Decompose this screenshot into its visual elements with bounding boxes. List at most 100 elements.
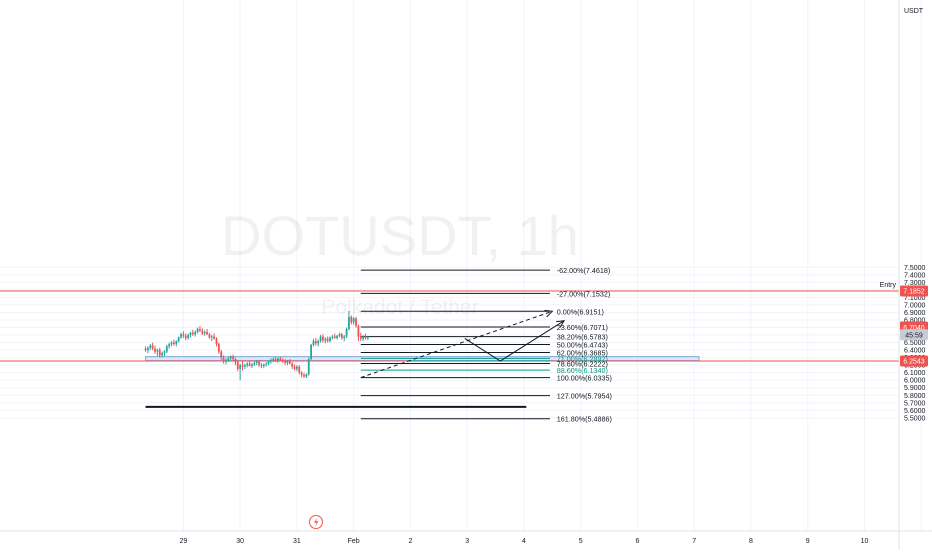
candle-body bbox=[163, 351, 166, 354]
candle-body bbox=[355, 318, 357, 326]
watermark-symbol: DOTUSDT, 1h bbox=[221, 204, 579, 267]
dashed-trend-arrow[interactable] bbox=[360, 310, 553, 379]
candle-body bbox=[144, 348, 147, 351]
candle-body bbox=[345, 328, 348, 337]
candle-body bbox=[251, 364, 253, 366]
candle-body bbox=[288, 361, 291, 364]
candle-body bbox=[350, 316, 353, 323]
candle-body bbox=[357, 325, 360, 337]
projection-path[interactable] bbox=[464, 320, 565, 362]
candle-body bbox=[322, 336, 324, 341]
time-tick-label: 30 bbox=[236, 538, 244, 545]
candle-body bbox=[217, 344, 220, 352]
price-tick-label: 5.8000 bbox=[904, 393, 926, 400]
candle-body bbox=[227, 358, 230, 360]
candle-body bbox=[225, 359, 227, 362]
time-tick-label: 5 bbox=[579, 538, 583, 545]
candle-body bbox=[170, 342, 173, 345]
arrows[interactable] bbox=[360, 309, 566, 379]
fib-level-label: 71.00%(6.2892) bbox=[557, 354, 608, 363]
fib-level-label: 62.00%(6.3685) bbox=[557, 348, 608, 357]
fib-level-label: -27.00%(7.1532) bbox=[557, 289, 611, 298]
candle-body bbox=[191, 332, 194, 335]
candle-body bbox=[222, 357, 225, 362]
candle-body bbox=[213, 336, 216, 339]
candle-body bbox=[243, 365, 246, 367]
candle-body bbox=[184, 335, 187, 339]
candle-body bbox=[206, 332, 208, 335]
candle-body bbox=[173, 342, 175, 345]
time-tick-label: 9 bbox=[806, 538, 810, 545]
candle-body bbox=[362, 336, 365, 339]
candle-body bbox=[277, 358, 279, 361]
time-tick-label: 29 bbox=[179, 538, 187, 545]
candle-body bbox=[284, 361, 286, 363]
time-axis[interactable]: 29 30 31 Feb 2 3 4 5 6 7 8 9 10 bbox=[0, 530, 932, 545]
candle-body bbox=[296, 366, 298, 369]
fib-level-label: 161.80%(5.4886) bbox=[557, 415, 612, 424]
candle-body bbox=[300, 372, 303, 375]
fib-level-label: -62.00%(7.4618) bbox=[557, 266, 611, 275]
time-tick-label: Feb bbox=[348, 538, 360, 545]
candle-body bbox=[338, 334, 341, 336]
candle-body bbox=[189, 332, 192, 336]
fib-level-label: 23.60%(6.7071) bbox=[557, 323, 608, 332]
candle-body bbox=[359, 336, 362, 339]
price-tick-label: 7.4000 bbox=[904, 272, 926, 279]
candles bbox=[144, 310, 369, 381]
candle-body bbox=[248, 363, 251, 366]
candle-body bbox=[255, 361, 258, 363]
price-tick-label: 6.1000 bbox=[904, 370, 926, 377]
candle-body bbox=[274, 359, 277, 361]
candle-body bbox=[279, 358, 282, 360]
price-tick-label: 6.9000 bbox=[904, 310, 926, 317]
candle-body bbox=[293, 366, 296, 369]
price-tick-label: 6.0000 bbox=[904, 378, 926, 385]
candle-body bbox=[147, 347, 149, 351]
price-tick-label: 5.5000 bbox=[904, 415, 926, 422]
currency-label: USDT bbox=[904, 8, 924, 15]
time-tick-label: 10 bbox=[861, 538, 869, 545]
fib-level-label: 0.00%(6.9151) bbox=[557, 307, 604, 316]
candle-body bbox=[215, 338, 218, 345]
candle-body bbox=[236, 362, 239, 369]
price-badge-text: 6.2543 bbox=[903, 359, 925, 366]
candle-body bbox=[352, 318, 355, 323]
candle-body bbox=[161, 353, 163, 356]
candle-body bbox=[324, 338, 327, 341]
candle-body bbox=[258, 361, 260, 366]
candle-body bbox=[364, 336, 367, 339]
candle-body bbox=[168, 344, 171, 347]
candle-body bbox=[314, 341, 317, 344]
price-tick-label: 5.7000 bbox=[904, 400, 926, 407]
candle-body bbox=[151, 345, 154, 349]
candle-body bbox=[331, 336, 334, 338]
time-tick-label: 7 bbox=[692, 538, 696, 545]
candle-body bbox=[199, 328, 201, 331]
candle-body bbox=[336, 335, 339, 339]
candle-body bbox=[312, 341, 315, 345]
candle-body bbox=[196, 328, 199, 333]
replay-icon[interactable] bbox=[309, 515, 323, 529]
candle-body bbox=[307, 359, 310, 375]
candle-body bbox=[343, 336, 346, 339]
horizontal-lines[interactable] bbox=[0, 290, 899, 362]
candle-body bbox=[177, 337, 180, 342]
candle-body bbox=[149, 345, 152, 348]
candle-body bbox=[241, 365, 244, 367]
candle-body bbox=[286, 361, 289, 363]
candle-body bbox=[348, 316, 350, 329]
candle-body bbox=[269, 359, 272, 362]
price-tick-label: 7.3000 bbox=[904, 280, 926, 287]
time-tick-label: 6 bbox=[636, 538, 640, 545]
candle-body bbox=[156, 350, 159, 352]
candle-body bbox=[229, 356, 232, 359]
candle-body bbox=[187, 335, 190, 339]
candle-body bbox=[158, 350, 161, 356]
price-tick-label: 5.9000 bbox=[904, 385, 926, 392]
candle-body bbox=[260, 365, 263, 367]
candle-body bbox=[340, 334, 343, 339]
candle-body bbox=[298, 366, 301, 373]
